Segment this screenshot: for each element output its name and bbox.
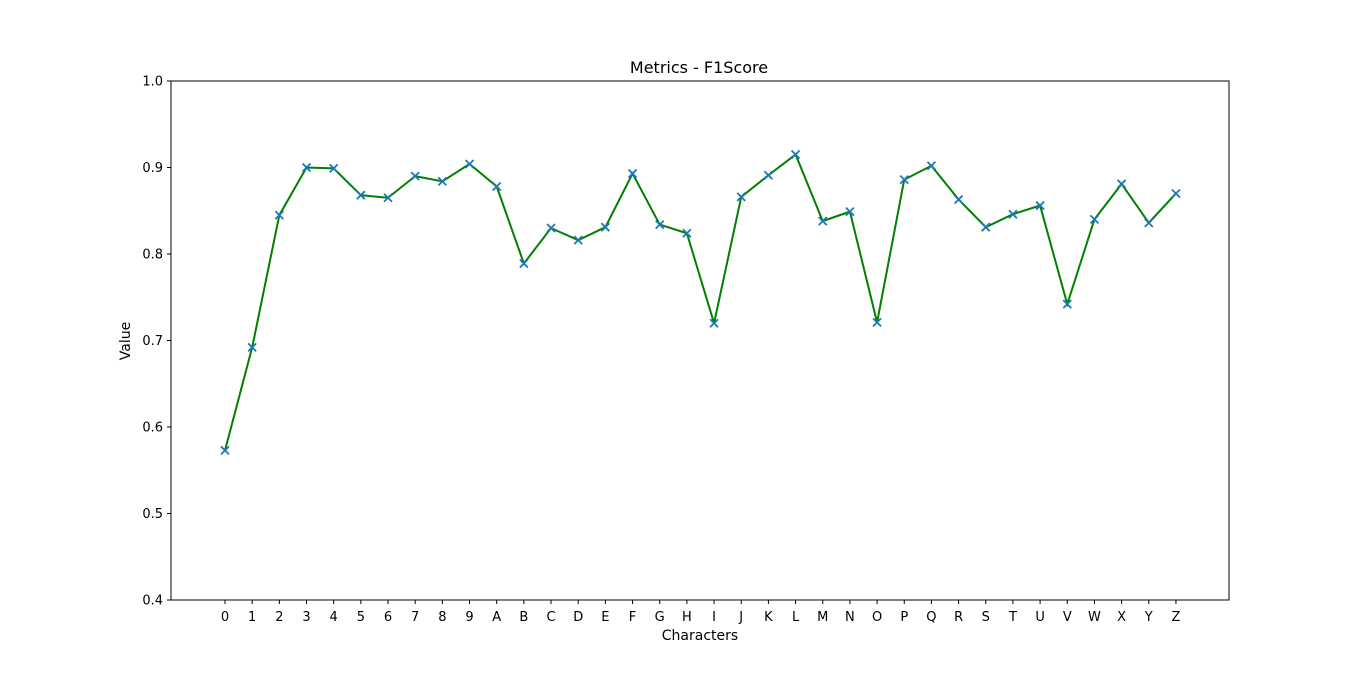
x-tick-label: Z (1171, 610, 1180, 625)
x-tick-label: Q (926, 610, 936, 625)
chart-title: Metrics - F1Score (630, 58, 768, 77)
x-axis: 0 1 2 3 4 5 6 7 8 9 A B C D E F G H I J K L M N O P Q R S T U V W X Y Z (221, 600, 1180, 625)
data-point-marker (220, 445, 230, 455)
y-tick-label: 0.5 (142, 507, 163, 522)
data-point-marker (410, 171, 420, 181)
x-tick-label: 0 (221, 610, 229, 625)
y-tick-label: 0.9 (142, 161, 163, 176)
x-tick-label: J (738, 610, 743, 625)
x-tick-label: B (519, 610, 528, 625)
y-axis-title: Value (118, 322, 134, 360)
data-point-marker (1116, 179, 1127, 189)
x-tick-label: Y (1144, 610, 1153, 625)
x-tick-label: D (573, 610, 583, 625)
data-point-marker (546, 223, 556, 233)
x-tick-label: O (872, 610, 882, 625)
y-tick-label: 0.7 (142, 334, 163, 349)
x-tick-label: K (764, 610, 773, 625)
data-point-marker (627, 168, 638, 179)
x-tick-label: A (492, 610, 501, 625)
data-point-marker (356, 190, 366, 200)
x-tick-label: 3 (302, 610, 310, 625)
x-tick-label: G (655, 610, 665, 625)
x-tick-label: I (712, 610, 716, 625)
y-tick-label: 0.8 (142, 248, 163, 263)
x-tick-label: H (682, 610, 692, 625)
data-point-marker (329, 163, 339, 174)
data-point-marker (1171, 188, 1181, 199)
data-point-marker (437, 176, 447, 186)
plot-area-frame (170, 80, 1230, 601)
y-tick-label: 0.6 (142, 421, 163, 436)
data-point-marker (573, 235, 583, 245)
y-tick-label: 0.4 (142, 594, 163, 609)
x-tick-label: 9 (465, 610, 473, 625)
data-point-marker (763, 170, 774, 180)
data-point-marker (600, 222, 611, 232)
x-tick-label: M (817, 610, 828, 625)
data-point-marker (953, 194, 964, 205)
data-point-marker (981, 222, 991, 232)
data-point-marker (709, 318, 719, 328)
x-tick-label: 8 (438, 610, 446, 625)
x-tick-label: 4 (330, 610, 338, 625)
data-point-marker (1035, 200, 1045, 211)
x-tick-label: T (1008, 610, 1017, 625)
x-tick-label: X (1117, 610, 1126, 625)
x-tick-label: 2 (275, 610, 283, 625)
x-tick-label: 6 (384, 610, 392, 625)
x-tick-label: 7 (411, 610, 419, 625)
x-tick-label: S (982, 610, 990, 625)
x-tick-label: F (629, 610, 636, 625)
series-line (224, 152, 1177, 451)
x-tick-label: P (900, 610, 908, 625)
data-point-marker (818, 216, 828, 226)
data-point-marker (519, 258, 529, 269)
x-tick-label: N (845, 610, 855, 625)
x-axis-title: Characters (662, 628, 738, 644)
data-point-marker (899, 174, 909, 185)
data-point-marker (464, 159, 475, 169)
x-tick-label: V (1063, 610, 1072, 625)
data-point-marker (1089, 214, 1100, 225)
x-tick-label: 1 (248, 610, 256, 625)
data-point-marker (1144, 218, 1154, 228)
x-tick-label: R (954, 610, 963, 625)
data-point-marker (383, 193, 393, 203)
x-tick-label: W (1088, 610, 1101, 625)
data-point-marker (872, 317, 882, 327)
data-point-marker (655, 219, 665, 230)
data-point-marker (247, 342, 257, 353)
data-point-marker (274, 210, 284, 220)
y-tick-label: 1.0 (142, 75, 163, 90)
x-tick-label: 5 (357, 610, 365, 625)
data-point-marker (682, 228, 692, 238)
x-tick-label: C (547, 610, 556, 625)
data-point-marker (790, 149, 801, 160)
x-tick-label: E (601, 610, 609, 625)
data-point-marker (845, 206, 855, 217)
x-tick-label: U (1035, 610, 1045, 625)
data-point-marker (736, 192, 746, 202)
x-tick-label: L (792, 610, 800, 625)
data-point-marker (492, 181, 502, 192)
y-axis: 0.4 0.5 0.6 0.7 0.8 0.9 1.0 (142, 75, 171, 609)
data-point-marker (926, 161, 937, 171)
data-point-marker (301, 162, 312, 173)
data-point-marker (1062, 299, 1072, 309)
data-point-marker (1008, 209, 1018, 219)
series-layer (220, 149, 1181, 455)
